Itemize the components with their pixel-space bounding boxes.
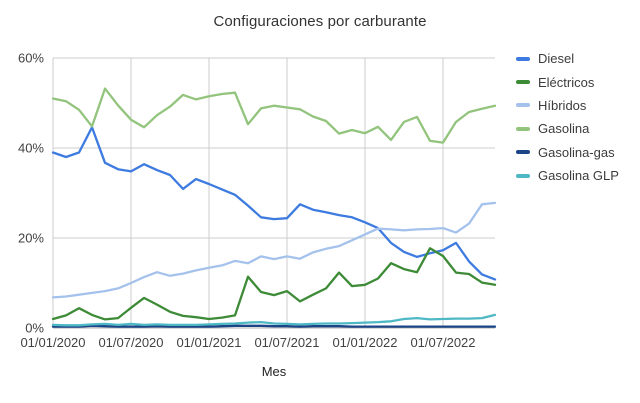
legend-item-diesel: Diesel — [516, 47, 619, 70]
legend-swatch-icon — [516, 80, 530, 85]
legend-swatch-icon — [516, 150, 530, 155]
legend-item-gasolina-gas: Gasolina-gas — [516, 141, 619, 164]
legend-swatch-icon — [516, 173, 530, 178]
legend-label: Híbridos — [538, 97, 587, 113]
chart-title: Configuraciones por carburante — [213, 13, 427, 30]
legend-label: Diesel — [538, 51, 575, 67]
legend-swatch-icon — [516, 56, 530, 61]
series-line-gasolina-gas — [51, 324, 497, 328]
x-tick-label: 01/07/2021 — [254, 335, 319, 350]
legend-label: Gasolina-gas — [538, 144, 615, 160]
legend-item-gasolina: Gasolina — [516, 117, 619, 140]
y-tick-label: 0% — [25, 321, 44, 336]
legend-item-el-ctricos: Eléctricos — [516, 70, 619, 93]
x-axis-title: Mes — [261, 364, 287, 379]
x-tick-label: 01/01/2022 — [332, 335, 397, 350]
y-tick-label: 20% — [18, 231, 44, 246]
series-line-gasolina-glp — [51, 313, 497, 327]
legend-label: Eléctricos — [538, 74, 595, 90]
x-tick-label: 01/01/2020 — [20, 335, 85, 350]
legend-label: Gasolina GLP — [538, 168, 619, 184]
x-tick-label: 01/07/2022 — [410, 335, 475, 350]
y-tick-label: 40% — [18, 141, 44, 156]
legend-label: Gasolina — [538, 121, 590, 137]
x-tick-label: 01/07/2020 — [98, 335, 163, 350]
series-line-diesel — [51, 126, 497, 281]
legend-swatch-icon — [516, 103, 530, 108]
x-tick-label: 01/01/2021 — [176, 335, 241, 350]
series-line-gasolina — [51, 87, 497, 144]
series-line-h-bridos — [51, 201, 497, 299]
legend: Diesel Eléctricos Híbridos Gasolina Gasolina… — [516, 47, 619, 187]
y-tick-label: 60% — [18, 51, 44, 66]
series-line-el-ctricos — [51, 247, 497, 321]
legend-item-gasolina-glp: Gasolina GLP — [516, 164, 619, 187]
legend-swatch-icon — [516, 126, 530, 131]
legend-item-h-bridos: Híbridos — [516, 94, 619, 117]
